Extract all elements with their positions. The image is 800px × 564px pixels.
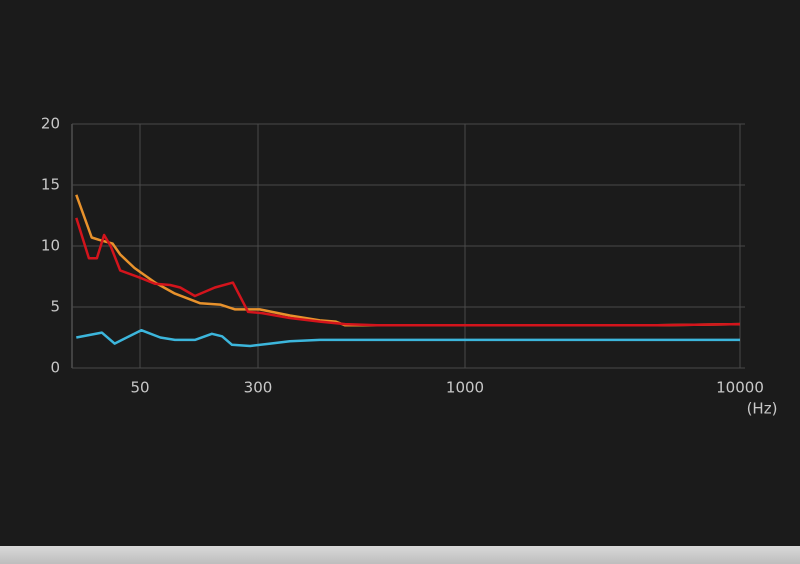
data-line bbox=[76, 328, 740, 348]
x-tick-label: 1000 bbox=[446, 379, 484, 397]
x-tick-label: 300 bbox=[244, 379, 273, 397]
bottom-strip bbox=[0, 546, 800, 564]
y-tick-label: 5 bbox=[50, 298, 60, 316]
y-tick-label: 20 bbox=[41, 115, 60, 133]
y-tick-label: 15 bbox=[41, 176, 60, 194]
x-axis-label: (Hz) bbox=[747, 400, 778, 418]
y-tick-label: 0 bbox=[50, 359, 60, 377]
y-tick-label: 10 bbox=[41, 237, 60, 255]
data-line bbox=[75, 217, 741, 327]
background bbox=[0, 0, 800, 546]
x-tick-label: 50 bbox=[130, 379, 149, 397]
x-tick-label: 10000 bbox=[716, 379, 764, 397]
